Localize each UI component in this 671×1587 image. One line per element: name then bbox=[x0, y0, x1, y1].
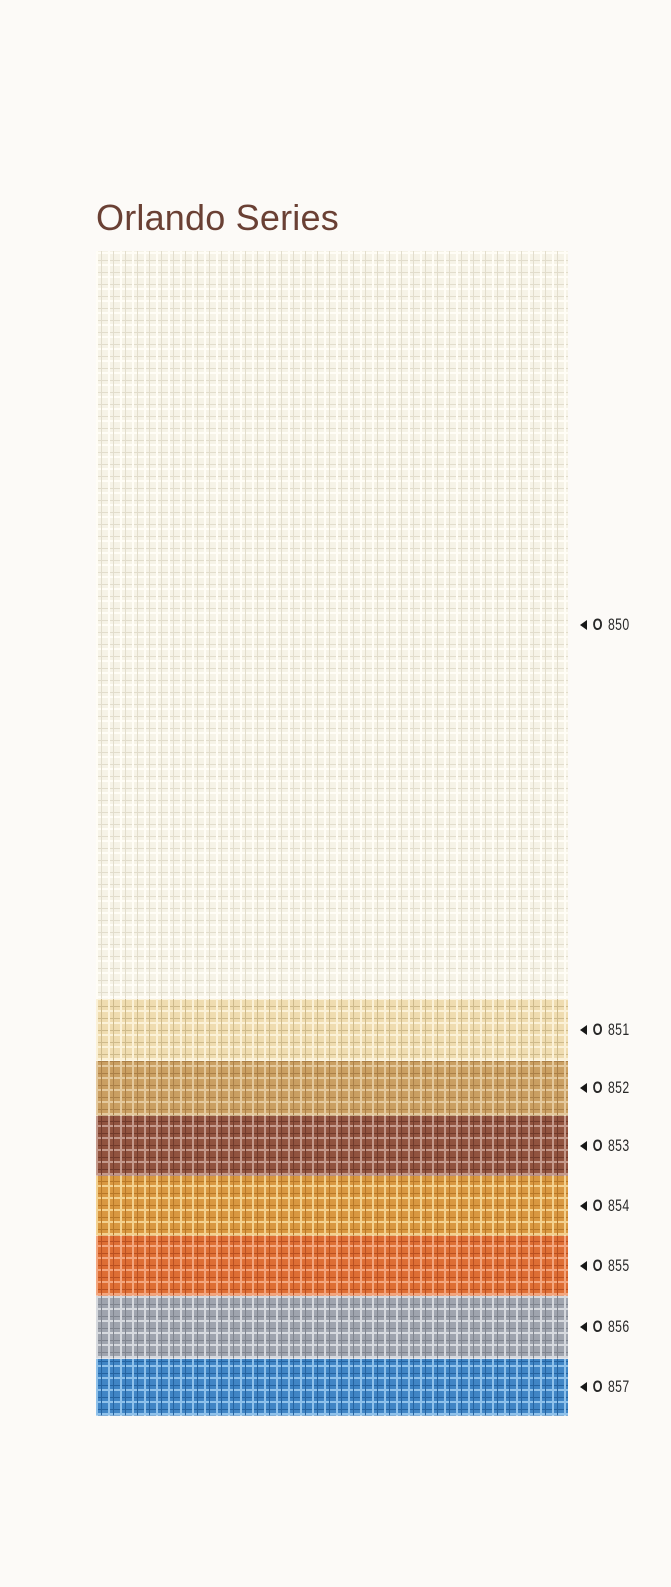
swatch-label: O 856 bbox=[580, 1317, 638, 1337]
swatch-code: 855 bbox=[608, 1255, 630, 1275]
swatch-label: O 854 bbox=[580, 1196, 638, 1216]
swatch-label: O 852 bbox=[580, 1078, 638, 1098]
swatch-850[interactable]: O 850 bbox=[96, 251, 629, 999]
code-prefix: O bbox=[592, 1377, 603, 1396]
swatch-code: 856 bbox=[608, 1317, 630, 1336]
swatch-code: 853 bbox=[608, 1135, 630, 1155]
swatch-851[interactable]: O 851 bbox=[96, 999, 629, 1061]
pointer-arrow-icon bbox=[580, 1140, 587, 1151]
pointer-arrow-icon bbox=[580, 619, 587, 630]
pointer-arrow-icon bbox=[580, 1260, 587, 1271]
swatch-code: 852 bbox=[608, 1078, 630, 1097]
swatch-label: O 857 bbox=[580, 1377, 638, 1397]
swatch-label: O 855 bbox=[580, 1256, 638, 1276]
swatch-855[interactable]: O 855 bbox=[96, 1236, 629, 1296]
swatch-code: 850 bbox=[608, 614, 630, 634]
swatch-code: 854 bbox=[608, 1195, 630, 1215]
pointer-arrow-icon bbox=[580, 1200, 587, 1211]
code-prefix: O bbox=[592, 1255, 603, 1275]
code-prefix: O bbox=[592, 1078, 603, 1097]
pointer-arrow-icon bbox=[580, 1382, 587, 1392]
swatch-854[interactable]: O 854 bbox=[96, 1176, 629, 1236]
swatch-label: O 851 bbox=[580, 1020, 638, 1040]
code-prefix: O bbox=[592, 1019, 603, 1039]
swatch-code: 851 bbox=[608, 1019, 630, 1039]
pointer-arrow-icon bbox=[580, 1322, 587, 1332]
swatch-856[interactable]: O 856 bbox=[96, 1296, 629, 1359]
swatch-stack: O 850 O 851 O 852 O 853 bbox=[96, 251, 629, 1416]
pointer-arrow-icon bbox=[580, 1024, 587, 1035]
swatch-853[interactable]: O 853 bbox=[96, 1116, 629, 1176]
swatch-label: O 850 bbox=[580, 615, 638, 635]
page-title: Orlando Series bbox=[96, 197, 339, 238]
swatch-label: O 853 bbox=[580, 1136, 638, 1156]
swatch-code: 857 bbox=[608, 1377, 630, 1396]
pointer-arrow-icon bbox=[580, 1083, 587, 1093]
code-prefix: O bbox=[592, 1195, 603, 1215]
code-prefix: O bbox=[592, 1317, 603, 1336]
code-prefix: O bbox=[592, 1135, 603, 1155]
swatch-857[interactable]: O 857 bbox=[96, 1359, 629, 1416]
code-prefix: O bbox=[592, 614, 603, 634]
swatch-852[interactable]: O 852 bbox=[96, 1061, 629, 1116]
